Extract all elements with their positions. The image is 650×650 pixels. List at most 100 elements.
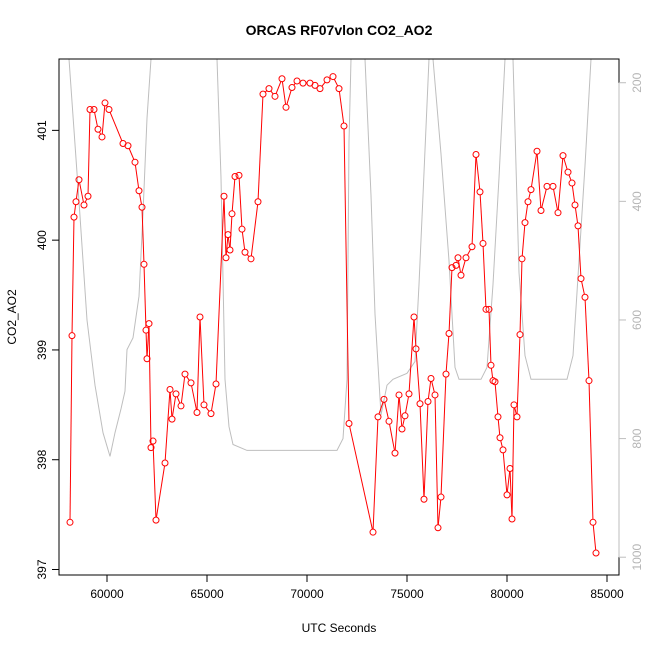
x-tick-label: 80000 bbox=[490, 587, 524, 601]
co2-segment bbox=[141, 210, 145, 262]
co2-segment bbox=[378, 402, 384, 415]
co2-segment bbox=[427, 381, 432, 399]
co2-segment bbox=[577, 228, 582, 276]
co2-point bbox=[568, 179, 576, 187]
co2-segment bbox=[536, 154, 542, 208]
co2-point bbox=[86, 106, 94, 114]
co2-segment bbox=[458, 260, 461, 273]
co2-point bbox=[241, 248, 249, 256]
co2-point bbox=[589, 518, 597, 526]
co2-segment bbox=[488, 312, 492, 363]
co2-segment bbox=[434, 397, 439, 525]
y2-tick-label: 400 bbox=[630, 191, 644, 211]
co2-point bbox=[147, 444, 155, 452]
co2-point bbox=[516, 331, 524, 339]
co2-point bbox=[124, 142, 132, 150]
co2-point bbox=[149, 437, 157, 445]
axes-layer: 60000 65000 70000 75000 80000 85000 397 398 399 4… bbox=[35, 72, 644, 601]
co2-point bbox=[420, 495, 428, 503]
co2-segment bbox=[225, 237, 229, 255]
co2-segment bbox=[415, 351, 421, 401]
co2-point bbox=[140, 260, 148, 268]
co2-segment bbox=[511, 407, 515, 517]
y2-tick-label: 200 bbox=[630, 72, 644, 92]
co2-point bbox=[496, 434, 504, 442]
co2-point bbox=[585, 377, 593, 385]
co2-segment bbox=[497, 419, 501, 435]
co2-segment bbox=[176, 396, 181, 404]
co2-point bbox=[468, 243, 476, 251]
co2-point bbox=[391, 449, 399, 457]
co2-segment bbox=[431, 381, 435, 393]
co2-point bbox=[457, 271, 465, 279]
co2-segment bbox=[584, 300, 590, 378]
co2-point bbox=[254, 198, 262, 206]
co2-segment bbox=[563, 158, 568, 170]
co2-point bbox=[476, 188, 484, 196]
co2-point bbox=[101, 99, 109, 107]
co2-segment bbox=[128, 148, 135, 160]
co2-point bbox=[424, 398, 432, 406]
co2-point bbox=[503, 491, 511, 499]
co2-segment bbox=[196, 319, 201, 410]
co2-point bbox=[247, 255, 255, 263]
y2-tick-label: 800 bbox=[630, 428, 644, 448]
co2-segment bbox=[231, 179, 236, 211]
co2-segment bbox=[241, 232, 246, 250]
co2-point bbox=[193, 409, 201, 417]
co2-point bbox=[592, 549, 600, 557]
co2-segment bbox=[519, 261, 523, 332]
co2-segment bbox=[215, 199, 225, 381]
co2-segment bbox=[250, 204, 259, 256]
co2-point bbox=[224, 231, 232, 239]
co2-segment bbox=[349, 426, 373, 530]
co2-point bbox=[142, 326, 150, 334]
co2-point bbox=[442, 370, 450, 378]
co2-point bbox=[412, 345, 420, 353]
co2-point bbox=[181, 370, 189, 378]
co2-point bbox=[228, 210, 236, 218]
co2-segment bbox=[286, 90, 292, 105]
co2-segment bbox=[461, 260, 466, 273]
co2-segment bbox=[479, 194, 484, 241]
co2-segment bbox=[270, 90, 274, 95]
co2-segment bbox=[227, 237, 231, 248]
co2-segment bbox=[440, 377, 447, 495]
co2-point bbox=[510, 401, 518, 409]
co2-point bbox=[278, 75, 286, 83]
co2-segment bbox=[521, 225, 526, 256]
co2-segment bbox=[592, 525, 597, 551]
y-axis-label: CO2_AO2 bbox=[5, 289, 19, 345]
co2-point bbox=[559, 152, 567, 160]
co2-point bbox=[316, 85, 324, 93]
co2-point bbox=[369, 528, 377, 536]
co2-point bbox=[68, 332, 76, 340]
co2-point bbox=[405, 390, 413, 398]
co2-segment bbox=[384, 402, 389, 419]
co2-point bbox=[265, 85, 273, 93]
co2-segment bbox=[75, 182, 80, 199]
co2-point bbox=[200, 401, 208, 409]
co2-point bbox=[448, 264, 456, 272]
co2-segment bbox=[238, 178, 243, 227]
x-tick-label: 65000 bbox=[190, 587, 224, 601]
co2-point bbox=[454, 254, 462, 262]
co2-segment bbox=[87, 112, 91, 194]
x-tick-label: 75000 bbox=[390, 587, 424, 601]
altitude-line bbox=[68, 59, 597, 457]
co2-point bbox=[485, 305, 493, 313]
co2-point bbox=[398, 425, 406, 433]
co2-segment bbox=[471, 157, 477, 244]
co2-segment bbox=[186, 376, 190, 381]
co2-point bbox=[416, 400, 424, 408]
y-tick-label: 401 bbox=[35, 120, 49, 140]
co2-point bbox=[564, 168, 572, 176]
co2-point bbox=[131, 158, 139, 166]
co2-point bbox=[431, 391, 439, 399]
co2-point bbox=[340, 122, 348, 130]
co2-segment bbox=[229, 216, 233, 248]
co2-point bbox=[222, 254, 230, 262]
co2-point bbox=[574, 222, 582, 230]
